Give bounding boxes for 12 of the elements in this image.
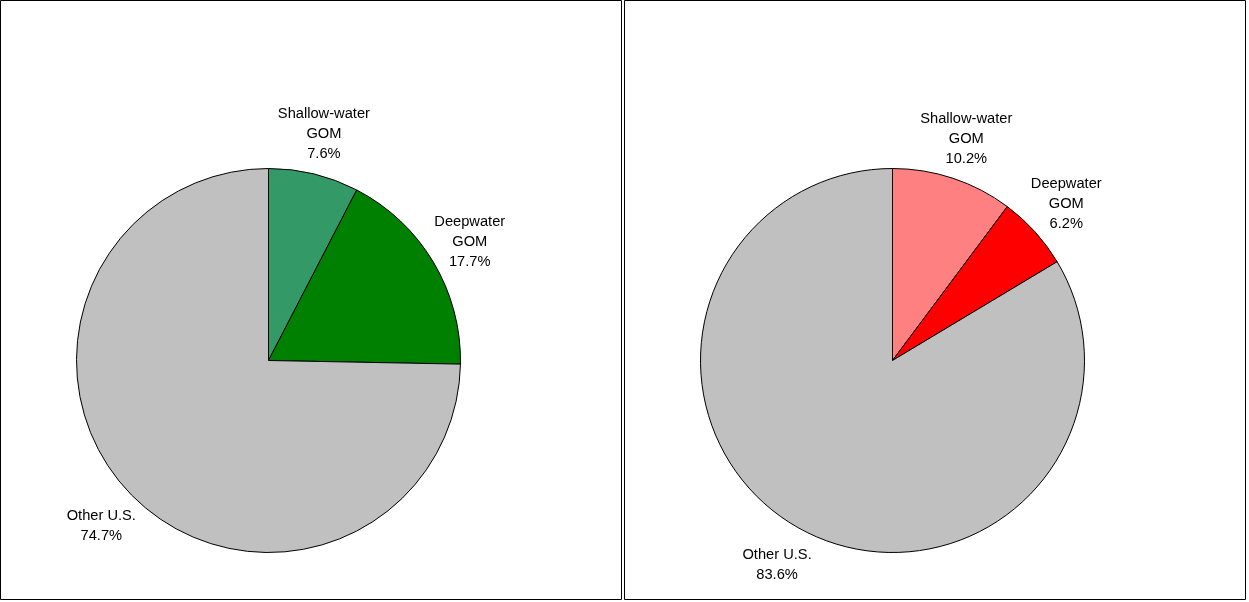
data-label: 17.7% (448, 252, 491, 269)
slice-label: Deepwater GOM (1030, 175, 1102, 212)
slice-label: Other U.S. (742, 546, 812, 563)
data-label: 6.2% (1049, 215, 1083, 232)
data-label: 83.6% (756, 566, 798, 583)
data-label: 74.7% (80, 526, 123, 543)
slice-label: Deepwater GOM (434, 212, 506, 249)
slice-label: Shallow-water GOM (920, 110, 1013, 147)
data-label: 7.6% (307, 144, 341, 161)
slice-label: Shallow-water GOM (277, 104, 371, 141)
data-label: 10.2% (945, 150, 988, 167)
slice-label: Other U.S. (66, 506, 136, 523)
